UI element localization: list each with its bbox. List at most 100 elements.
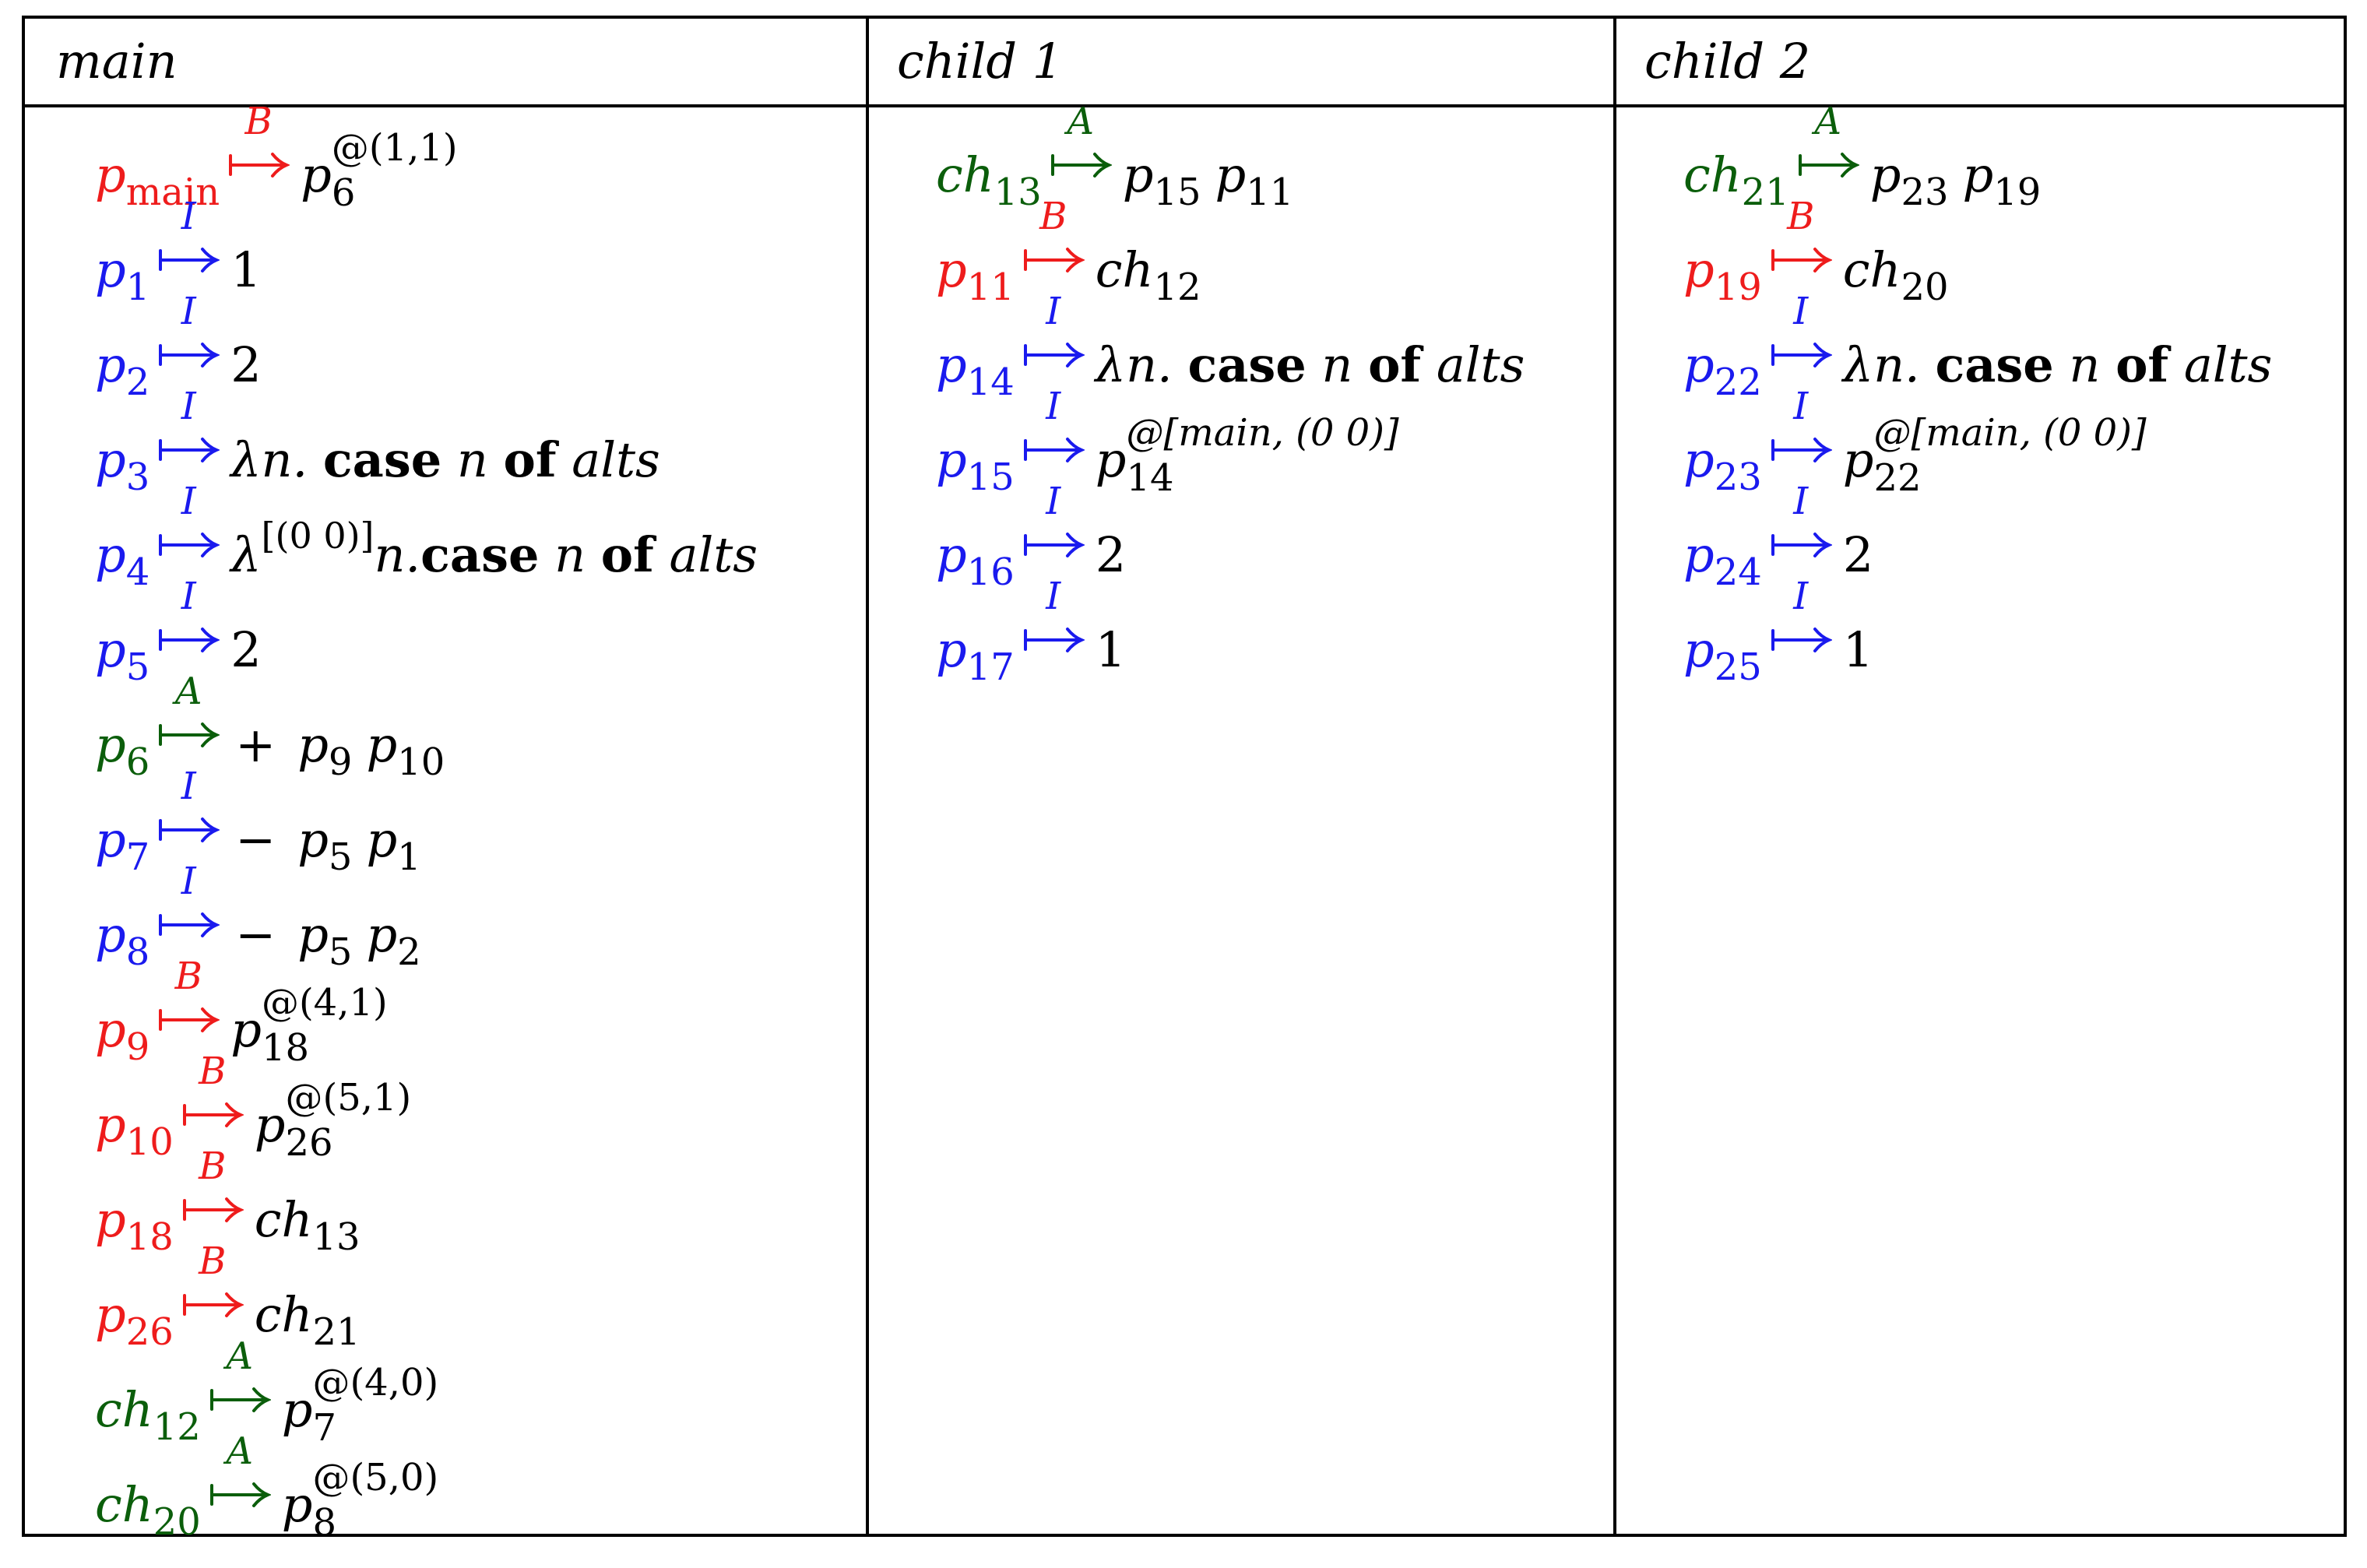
binding-rhs: 1 (1096, 621, 1126, 678)
binding-lhs-sub: 20 (153, 1499, 201, 1544)
arrow-label: I (1046, 480, 1061, 523)
rhs-subscript: 7 (312, 1406, 336, 1450)
rhs-arg-sub: 15 (1153, 170, 1201, 214)
binding-lhs-sub: 1 (125, 265, 150, 309)
rhs-symbol: p (1842, 431, 1874, 488)
rhs-value: 2 (230, 336, 262, 393)
mapsto-arrow-icon: I (1770, 578, 1832, 666)
rhs-scripts: @(5,1) 26 (285, 1079, 411, 1162)
rhs-symbol: p (254, 1096, 286, 1153)
rhs-symbol: ch20 (1842, 241, 1949, 309)
binding-rhs: 1 (230, 241, 261, 298)
mapsto-arrow-shape (1798, 153, 1859, 178)
arrow-label: A (1814, 100, 1842, 143)
binding-lhs: ch12 (95, 1381, 201, 1449)
arrow-label: B (244, 100, 273, 143)
mapsto-arrow-icon: I (1022, 578, 1085, 666)
rhs-superscript: @(4,1) (261, 981, 388, 1025)
rhs-scrutinee: n (539, 526, 601, 583)
mapsto-arrow-icon: I (157, 198, 220, 287)
mapsto-arrow-icon: I (157, 483, 220, 571)
rhs-lambda: λ (230, 526, 262, 583)
binding-lhs-sub: 21 (1741, 170, 1789, 214)
binding-row: p25 I 1 (1683, 578, 1873, 713)
rhs-subscript: 14 (1126, 456, 1174, 500)
rhs-superscript: @(5,1) (285, 1076, 412, 1120)
rhs-scripts: @(5,0) 8 (312, 1459, 438, 1542)
mapsto-arrow-icon: A (1050, 103, 1112, 192)
binding-rhs: p @[main, (0 0)] 22 (1842, 414, 2147, 497)
rhs-arg-sub: 23 (1901, 170, 1949, 214)
rhs-subscript: 6 (331, 171, 356, 215)
binding-lhs-sub: 6 (125, 740, 150, 784)
rhs-value: 2 (230, 621, 262, 678)
mapsto-arrow-shape (1771, 248, 1832, 272)
mapsto-arrow-shape (209, 1387, 271, 1412)
column-divider (866, 19, 869, 1534)
rhs-scripts: @(4,1) 18 (262, 984, 388, 1067)
rhs-arg: p23 (1869, 146, 1949, 214)
mapsto-arrow-icon: I (1770, 388, 1832, 476)
rhs-superscript: @(1,1) (331, 126, 458, 170)
binding-lhs-sub: 19 (1714, 265, 1762, 309)
mapsto-arrow-icon: A (1797, 103, 1859, 192)
rhs-arg-sub: 1 (397, 835, 421, 879)
binding-rhs: λ[(0 0)]n.case n of alts (230, 518, 758, 583)
arrow-label: I (1793, 290, 1809, 333)
arrow-label: A (1067, 100, 1095, 143)
rhs-operator: + (235, 716, 276, 773)
binding-lhs: p14 (936, 336, 1015, 404)
arrow-label: A (226, 1429, 254, 1473)
rhs-value: 2 (1842, 526, 1874, 583)
binding-row: p1 I 1 (95, 198, 262, 333)
binding-rhs: p @(5,0) 8 (282, 1459, 439, 1542)
mapsto-arrow-icon: B (157, 958, 220, 1046)
rhs-superscript: @[main, (0 0)] (1873, 411, 2147, 455)
arrow-label: I (1793, 480, 1809, 523)
mapsto-arrow-shape (1050, 153, 1112, 178)
mapsto-arrow-shape (159, 912, 220, 937)
binding-lhs-sub: 3 (125, 455, 150, 499)
binding-lhs-sub: 7 (125, 835, 150, 879)
mapsto-arrow-icon: I (1022, 293, 1085, 381)
rhs-value: 1 (230, 241, 262, 298)
binding-lhs-sub: 16 (966, 550, 1015, 594)
mapsto-arrow-icon: I (157, 578, 220, 666)
arrow-label: B (174, 955, 202, 998)
header-main: main (56, 33, 178, 90)
binding-lhs-sub: 2 (125, 360, 150, 404)
mapsto-arrow-icon: I (157, 293, 220, 381)
binding-lhs: p23 (1683, 431, 1762, 499)
rhs-keyword-case: case (322, 431, 442, 488)
rhs-superscript: @(4,0) (312, 1361, 439, 1405)
binding-rhs: − p5 p1 (230, 811, 420, 876)
arrow-label: I (181, 765, 196, 808)
binding-row: p6 A + p9 p10 (95, 673, 445, 808)
rhs-value: 1 (1095, 621, 1127, 678)
binding-rhs: λn. case n of alts (1843, 336, 2273, 393)
arrow-label: I (1793, 385, 1809, 428)
binding-lhs: ch20 (95, 1476, 201, 1544)
rhs-arg: p5 (297, 906, 353, 974)
binding-lhs: p9 (95, 1001, 150, 1069)
binding-rhs: ch12 (1096, 241, 1201, 306)
mapsto-arrow-shape (1023, 533, 1085, 557)
binding-lhs: p6 (95, 716, 150, 784)
header-row: main child 1 child 2 (25, 19, 2344, 107)
mapsto-arrow-shape (1023, 343, 1085, 367)
binding-row: p2 I 2 (95, 293, 262, 428)
binding-row: p24 I 2 (1683, 483, 1874, 618)
rhs-symbol: p (301, 146, 332, 203)
binding-rhs: p @[main, (0 0)] 14 (1096, 414, 1399, 497)
binding-lhs: p11 (936, 241, 1015, 309)
rhs-keyword-of: of (2116, 336, 2169, 393)
